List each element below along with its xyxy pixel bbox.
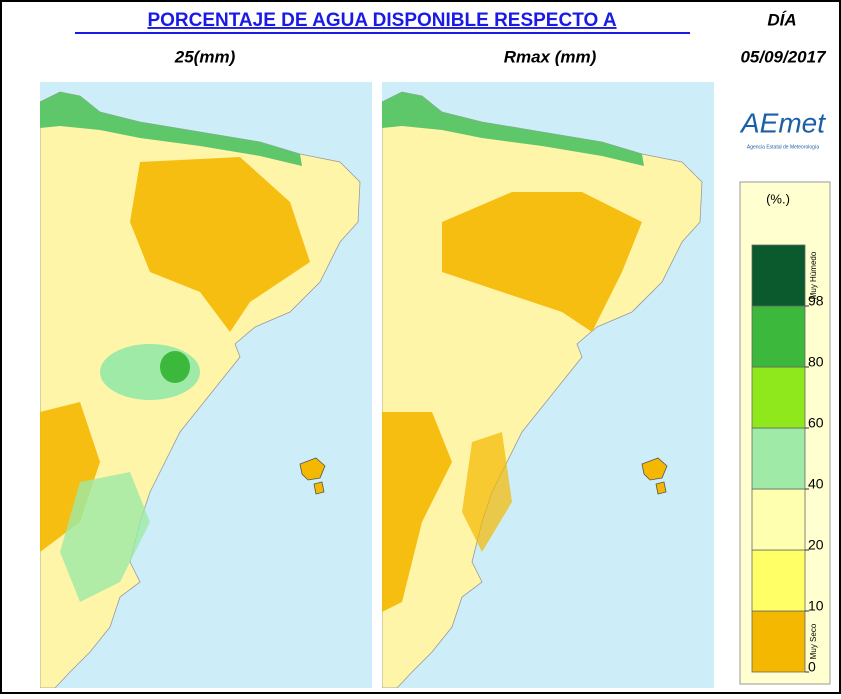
legend-tick-label: 40 (808, 476, 824, 492)
title: PORCENTAJE DE AGUA DISPONIBLE RESPECTO A (147, 10, 616, 31)
page: PORCENTAJE DE AGUA DISPONIBLE RESPECTO A… (0, 0, 841, 694)
legend-top-label: Muy Húmedo (809, 251, 818, 299)
day-label: DÍA (767, 10, 796, 29)
logo: AEmet (739, 107, 826, 138)
legend-bottom-label: Muy Seco (809, 623, 818, 659)
legend-tick-label: 0 (808, 659, 816, 675)
legend-swatch (752, 489, 805, 550)
legend-tick-label: 20 (808, 537, 824, 553)
legend-swatch (752, 367, 805, 428)
legend-unit: (%.) (766, 191, 790, 206)
legend-swatch (752, 306, 805, 367)
legend-swatch (752, 428, 805, 489)
legend-tick-label: 80 (808, 354, 824, 370)
legend-tick-label: 10 (808, 598, 824, 614)
date: 05/09/2017 (740, 47, 827, 66)
legend-tick-label: 60 (808, 415, 824, 431)
legend-swatch (752, 245, 805, 306)
legend-swatch (752, 611, 805, 672)
panel-label: Rmax (mm) (504, 47, 597, 66)
map-panel (40, 82, 372, 688)
map-panel (382, 82, 714, 688)
panel-label: 25(mm) (174, 47, 236, 66)
legend-swatch (752, 550, 805, 611)
logo-subtitle: Agencia Estatal de Meteorología (747, 144, 819, 150)
